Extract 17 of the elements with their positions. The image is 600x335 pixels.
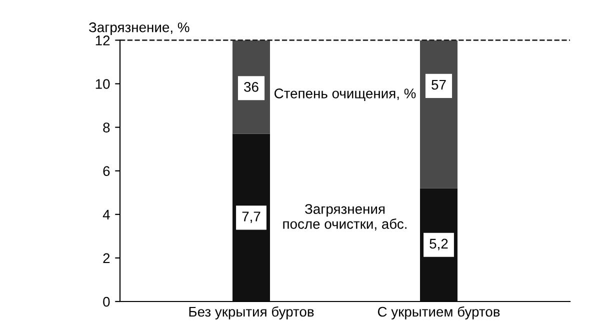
y-tick-label: 4: [102, 210, 110, 220]
y-tick-label: 8: [103, 122, 110, 132]
y-tick-label: 10: [96, 79, 110, 89]
y-tick-label: 12: [96, 36, 110, 46]
data-label: 7,7: [242, 212, 260, 224]
y-tick-label: 6: [103, 166, 110, 176]
y-tick-label: 0: [103, 296, 110, 307]
x-tick-label: Без укрытия буртов: [189, 306, 314, 320]
y-axis-title: Загрязнение, %: [88, 22, 190, 35]
bar: [232, 134, 270, 302]
series-label: Загрязнения после очистки, абс.: [283, 204, 406, 231]
y-tick-label: 2: [103, 253, 110, 263]
x-tick-label: С укрытием буртов: [378, 306, 500, 320]
series-label: Степень очищения, %: [274, 88, 416, 101]
data-label: 5,2: [430, 238, 448, 250]
annotation: 57: [432, 80, 446, 90]
annotation: 36: [244, 82, 258, 92]
